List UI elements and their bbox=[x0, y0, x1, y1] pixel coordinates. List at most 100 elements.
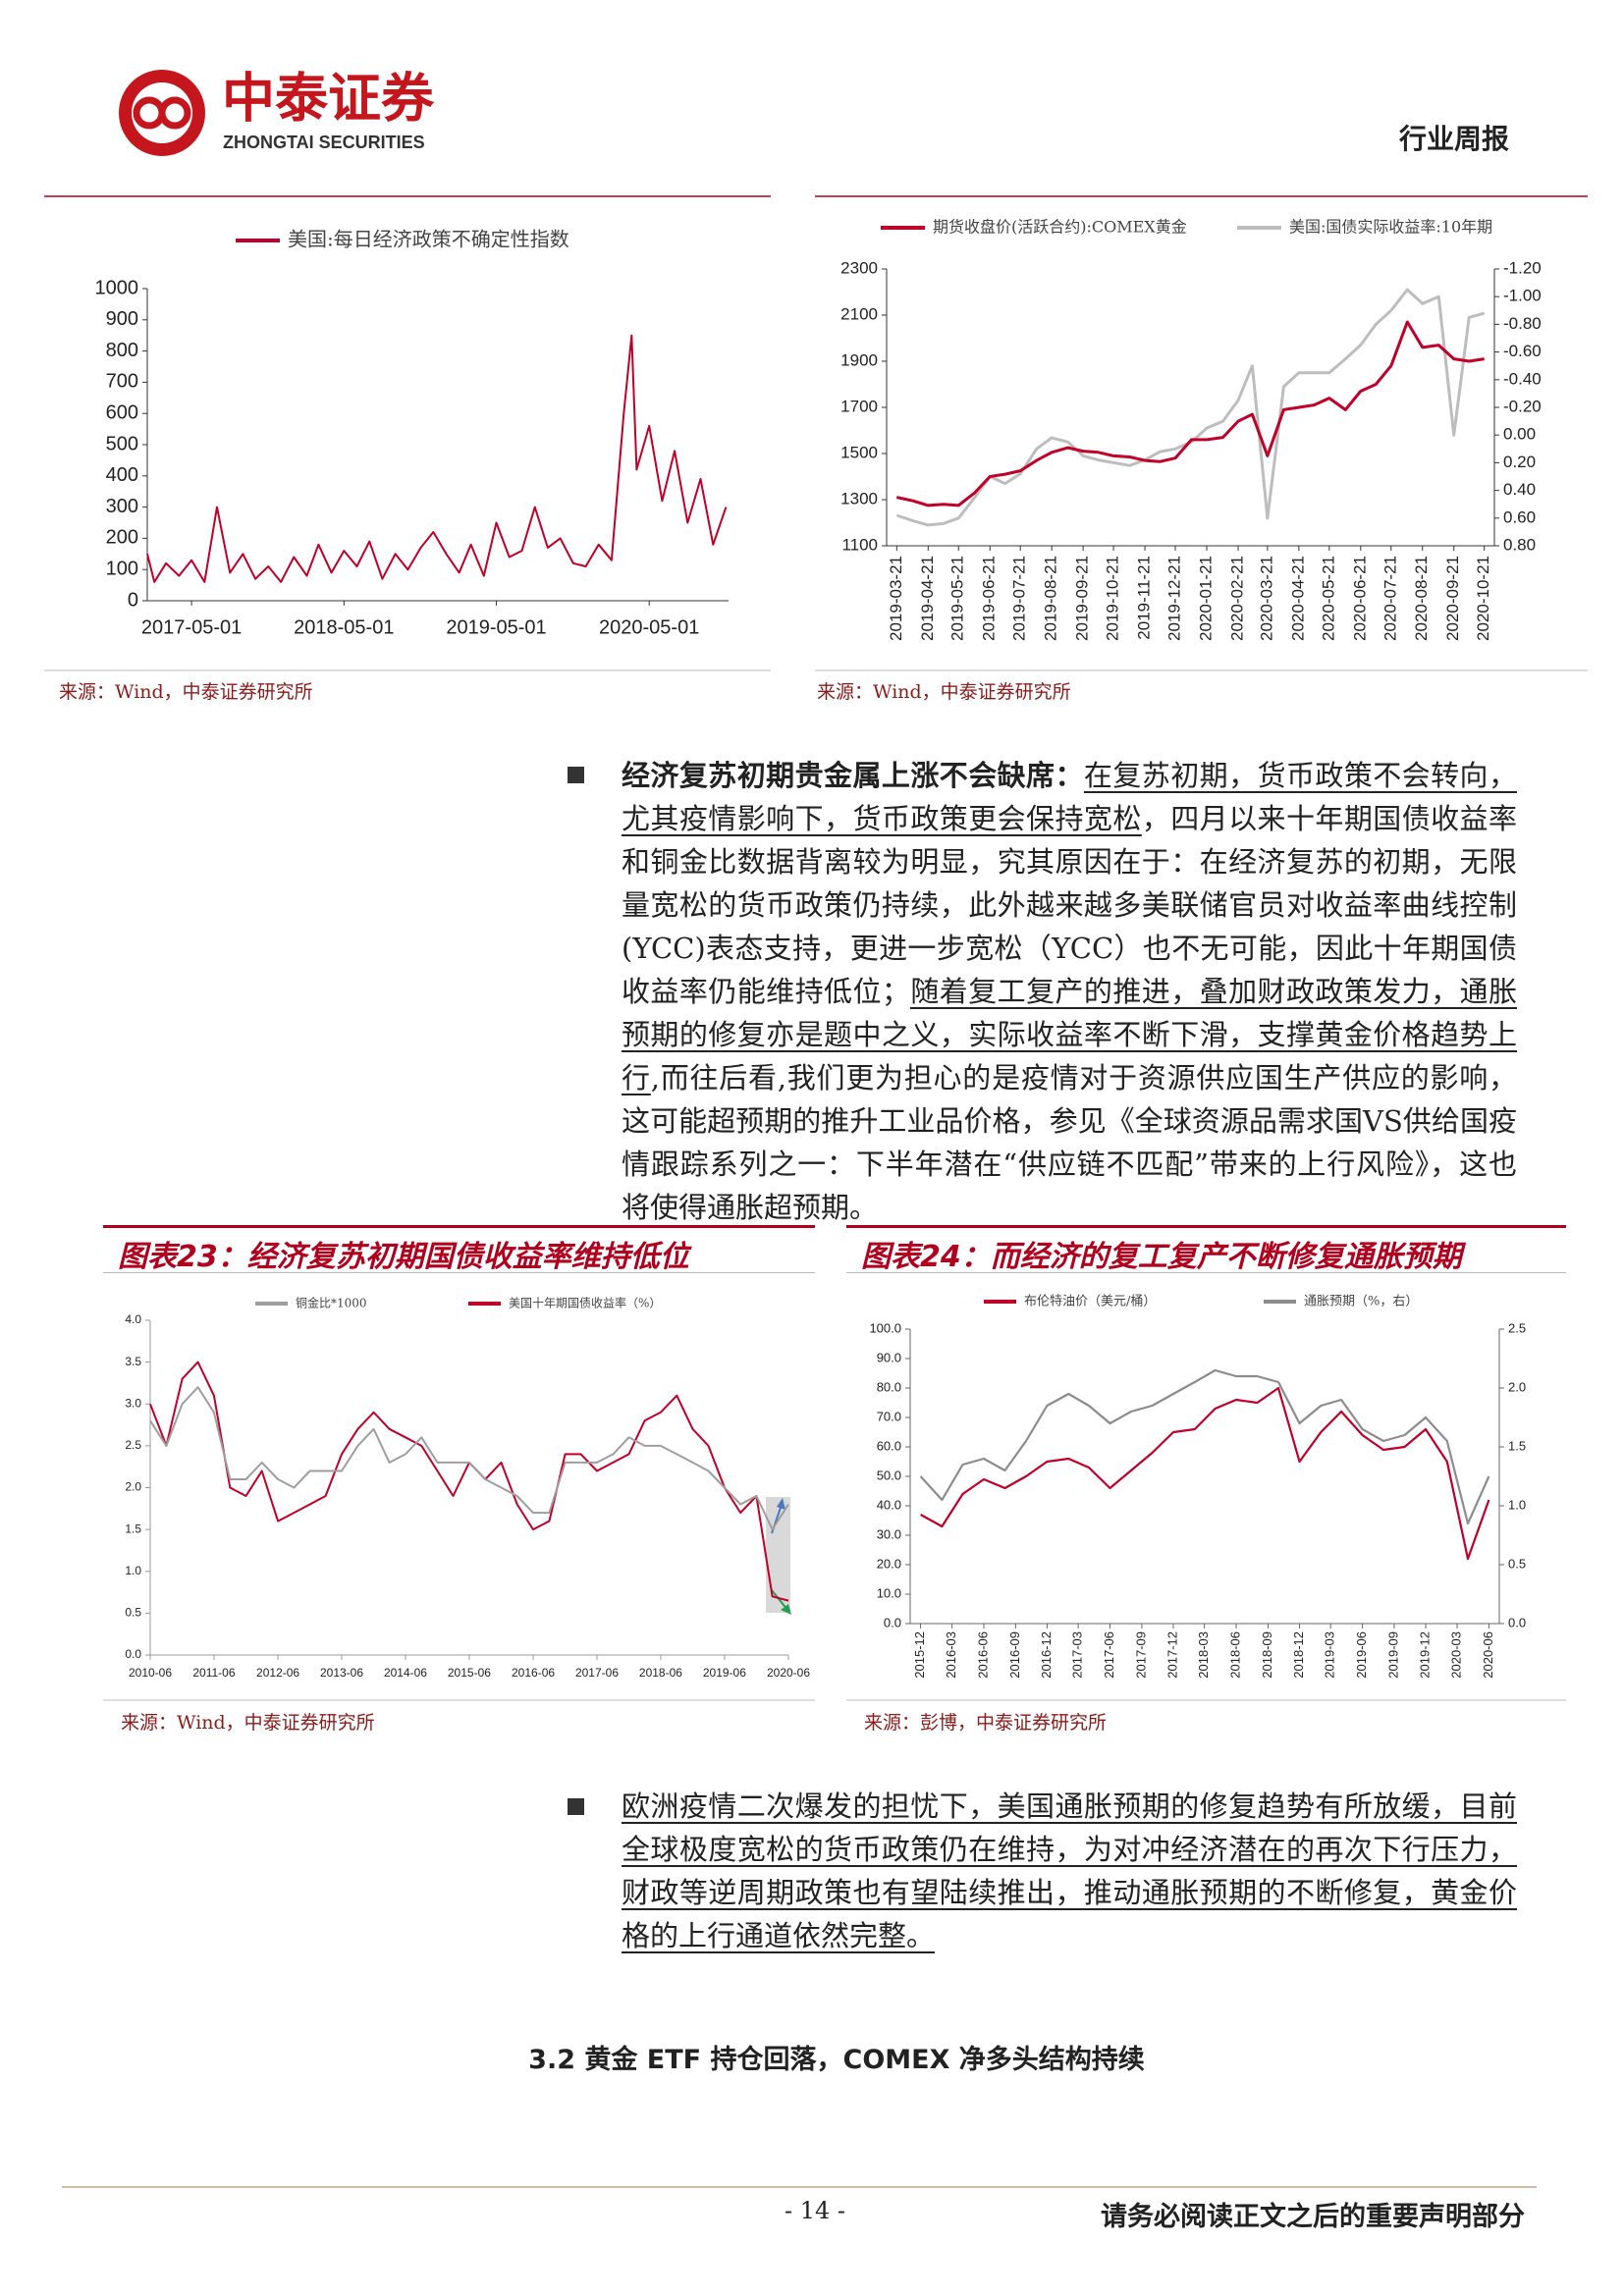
series-line bbox=[149, 1361, 789, 1602]
x-tick-label: 2017-05-01 bbox=[141, 616, 242, 638]
annotation-arrowhead bbox=[777, 1498, 785, 1510]
chart-source: 来源：Wind，中泰证券研究所 bbox=[817, 681, 1071, 703]
logo-subtext: ZHONGTAI SECURITIES bbox=[223, 133, 425, 152]
x-tick-label: 2013-06 bbox=[320, 1666, 363, 1680]
x-tick-label: 2018-05-01 bbox=[294, 616, 394, 638]
y-tick-label: 900 bbox=[106, 308, 138, 330]
y-tick-label: 100 bbox=[106, 558, 138, 579]
x-tick-label: 2019-05-01 bbox=[446, 616, 546, 638]
x-tick-label: 2020-08-21 bbox=[1412, 556, 1431, 641]
y2-tick-label: 0.40 bbox=[1503, 480, 1536, 499]
logo-text: 中泰证券 bbox=[222, 69, 435, 128]
x-tick-label: 2014-06 bbox=[384, 1666, 427, 1680]
x-tick-label: 2020-04-21 bbox=[1288, 556, 1307, 641]
series-line bbox=[919, 1368, 1490, 1525]
doc-type: 行业周报 bbox=[1398, 123, 1509, 155]
figure-title: 图表23：经济复苏初期国债收益率维持低位 bbox=[118, 1240, 689, 1274]
y2-tick-label: 1.0 bbox=[1508, 1497, 1526, 1512]
x-tick-label: 2017-12 bbox=[1164, 1631, 1179, 1679]
x-tick-label: 2020-02-21 bbox=[1227, 556, 1246, 641]
y2-tick-label: 0.80 bbox=[1503, 535, 1536, 554]
x-tick-label: 2016-12 bbox=[1039, 1631, 1054, 1679]
x-tick-label: 2019-09-21 bbox=[1073, 556, 1092, 641]
x-tick-label: 2018-03 bbox=[1196, 1631, 1211, 1679]
x-tick-label: 2019-06-21 bbox=[980, 556, 999, 641]
x-tick-label: 2019-05-21 bbox=[948, 556, 967, 641]
series-line bbox=[895, 288, 1486, 527]
y-tick-label: 0.5 bbox=[125, 1606, 141, 1620]
y2-tick-label: 0.0 bbox=[1508, 1615, 1526, 1629]
legend-label: 美国:每日经济政策不确定性指数 bbox=[288, 228, 569, 251]
x-tick-label: 2019-12 bbox=[1417, 1631, 1432, 1679]
disclaimer: 请务必阅读正文之后的重要声明部分 bbox=[1101, 2202, 1525, 2232]
y2-tick-label: -1.20 bbox=[1503, 258, 1542, 277]
x-tick-label: 2019-09 bbox=[1385, 1631, 1400, 1679]
y2-tick-label: 0.00 bbox=[1503, 425, 1536, 444]
legend-label: 布伦特油价（美元/桶） bbox=[1024, 1295, 1156, 1309]
y-tick-label: 3.5 bbox=[125, 1355, 141, 1368]
chart-source: 来源：Wind，中泰证券研究所 bbox=[59, 681, 313, 703]
figure-caption: 图表24：而经济的复工复产不断修复通胀预期 bbox=[846, 1225, 1566, 1274]
logo-mark bbox=[158, 96, 191, 130]
annotation-arrowhead bbox=[781, 1604, 791, 1615]
y-tick-label: 300 bbox=[106, 496, 138, 517]
x-tick-label: 2018-06 bbox=[1227, 1631, 1242, 1679]
x-tick-label: 2020-06 bbox=[1481, 1631, 1495, 1679]
page-number: - 14 - bbox=[784, 2197, 845, 2224]
chart-source: 来源：彭博，中泰证券研究所 bbox=[864, 1712, 1108, 1734]
y2-tick-label: 0.60 bbox=[1503, 507, 1536, 526]
chart-source: 来源：Wind，中泰证券研究所 bbox=[121, 1712, 375, 1734]
y2-tick-label: 2.5 bbox=[1508, 1320, 1526, 1335]
y-tick-label: 50.0 bbox=[877, 1468, 901, 1482]
series-line bbox=[149, 1386, 789, 1531]
x-tick-label: 2018-09 bbox=[1260, 1631, 1274, 1679]
text-run: ,而往后看,我们更为担心的是疫情对于资源供应国生产供应的影响，这可能超预期的推升… bbox=[622, 1061, 1517, 1224]
x-tick-label: 2020-03-21 bbox=[1257, 556, 1275, 641]
x-tick-label: 2015-12 bbox=[912, 1631, 927, 1679]
x-tick-label: 2019-06 bbox=[703, 1666, 746, 1680]
legend-label: 铜金比*1000 bbox=[296, 1296, 367, 1310]
x-tick-label: 2020-07-21 bbox=[1380, 556, 1399, 641]
x-tick-label: 2018-06 bbox=[639, 1666, 682, 1680]
y-tick-label: 2.0 bbox=[125, 1480, 141, 1494]
x-tick-label: 2016-09 bbox=[1007, 1631, 1022, 1679]
y-tick-label: 1500 bbox=[840, 443, 878, 461]
figure-caption: 图表23：经济复苏初期国债收益率维持低位 bbox=[103, 1225, 815, 1274]
x-tick-label: 2020-06 bbox=[767, 1666, 810, 1680]
series-line bbox=[146, 334, 728, 583]
legend-label: 美国十年期国债收益率（%） bbox=[509, 1296, 661, 1310]
y-tick-label: 80.0 bbox=[877, 1379, 901, 1394]
x-tick-label: 2020-01-21 bbox=[1196, 556, 1215, 641]
y-tick-label: 1700 bbox=[840, 397, 878, 415]
y2-tick-label: 0.5 bbox=[1508, 1556, 1526, 1571]
y-tick-label: 3.0 bbox=[125, 1396, 141, 1410]
y-tick-label: 1000 bbox=[95, 277, 139, 298]
x-tick-label: 2019-12-21 bbox=[1165, 556, 1184, 641]
y-tick-label: 0 bbox=[128, 589, 138, 611]
paragraph: 欧洲疫情二次爆发的担忧下，美国通胀预期的修复趋势有所放缓，目前全球极度宽松的货币… bbox=[622, 1785, 1517, 1957]
y-tick-label: 60.0 bbox=[877, 1438, 901, 1453]
y-tick-label: 600 bbox=[106, 401, 138, 423]
x-tick-label: 2020-09-21 bbox=[1443, 556, 1462, 641]
y-tick-label: 1900 bbox=[840, 350, 878, 369]
y-tick-label: 90.0 bbox=[877, 1350, 901, 1364]
y-tick-label: 2300 bbox=[840, 258, 878, 277]
y-tick-label: 500 bbox=[106, 433, 138, 454]
x-tick-label: 2016-06 bbox=[975, 1631, 990, 1679]
x-tick-label: 2019-04-21 bbox=[918, 556, 937, 641]
y2-tick-label: 0.20 bbox=[1503, 453, 1536, 471]
y-tick-label: 1.5 bbox=[125, 1522, 141, 1535]
text-run: 欧洲疫情二次爆发的担忧下，美国通胀预期的修复趋势有所放缓，目前全球极度宽松的货币… bbox=[622, 1789, 1517, 1952]
x-tick-label: 2019-03 bbox=[1323, 1631, 1337, 1679]
x-tick-label: 2019-07-21 bbox=[1010, 556, 1029, 641]
y2-tick-label: -0.20 bbox=[1503, 397, 1542, 415]
y-tick-label: 1100 bbox=[841, 535, 878, 554]
y-tick-label: 10.0 bbox=[877, 1585, 901, 1600]
x-tick-label: 2020-10-21 bbox=[1474, 556, 1492, 641]
y-tick-label: 100.0 bbox=[869, 1320, 901, 1335]
x-tick-label: 2016-03 bbox=[944, 1631, 958, 1679]
y-tick-label: 1300 bbox=[840, 489, 878, 507]
y-tick-label: 2.5 bbox=[125, 1438, 141, 1452]
